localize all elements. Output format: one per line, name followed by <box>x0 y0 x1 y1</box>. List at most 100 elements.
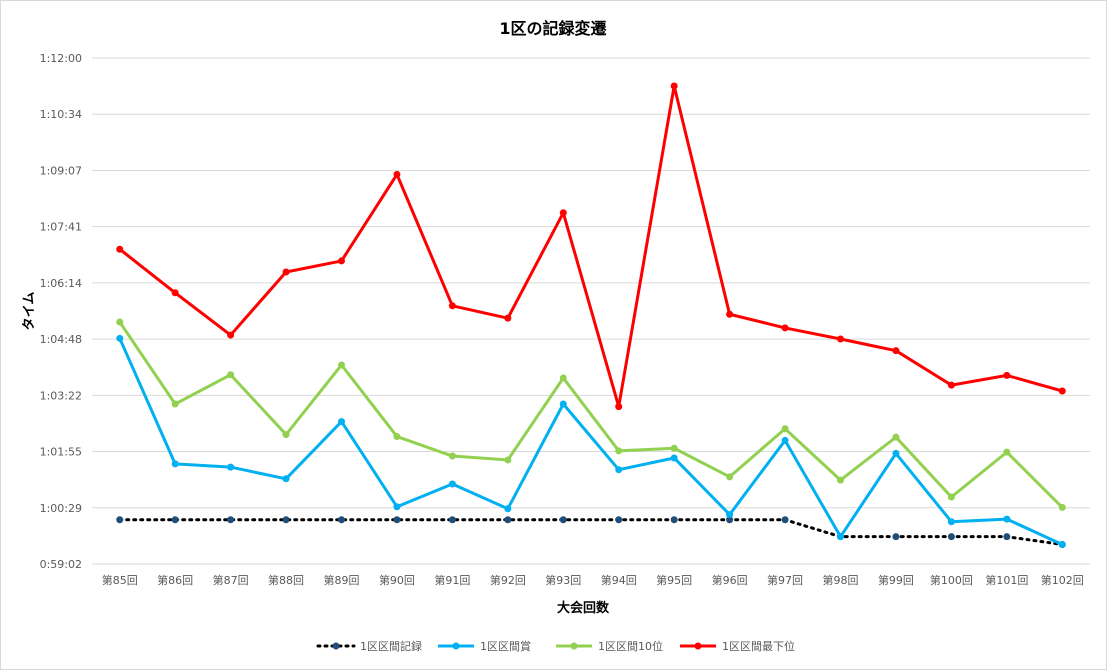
x-tick-label: 第101回 <box>985 573 1028 587</box>
data-point <box>393 516 401 524</box>
y-tick-label: 1:10:34 <box>40 108 82 121</box>
legend-marker <box>452 642 460 650</box>
y-tick-label: 1:07:41 <box>40 221 82 234</box>
x-tick-label: 第95回 <box>656 573 692 587</box>
data-point <box>227 516 235 524</box>
series-3 <box>116 318 1066 511</box>
data-point <box>892 533 900 541</box>
data-point <box>559 209 567 217</box>
data-point <box>1003 371 1011 379</box>
data-point <box>448 480 456 488</box>
y-tick-label: 1:03:22 <box>40 389 82 402</box>
data-point <box>227 331 235 339</box>
data-point <box>615 516 623 524</box>
data-point <box>726 516 734 524</box>
legend-marker <box>694 642 702 650</box>
y-tick-label: 1:00:29 <box>40 502 82 515</box>
series-1 <box>116 516 1066 548</box>
series-line <box>118 321 1064 509</box>
data-point <box>726 473 734 481</box>
data-point <box>338 361 345 369</box>
data-point <box>116 334 124 342</box>
data-point <box>1003 448 1011 456</box>
series-line <box>118 337 1063 546</box>
legend-item: 1区区間賞 <box>438 640 531 653</box>
x-tick-label: 第91回 <box>434 573 470 587</box>
data-point <box>559 374 567 382</box>
data-point <box>670 444 678 452</box>
data-point <box>393 433 401 441</box>
data-point <box>837 476 844 484</box>
data-point <box>282 475 290 483</box>
data-point <box>116 516 124 524</box>
data-point <box>615 466 623 474</box>
data-point <box>448 302 456 310</box>
data-point <box>116 245 124 253</box>
data-point <box>282 431 290 439</box>
data-point <box>1003 533 1011 541</box>
gridlines <box>92 57 1090 565</box>
x-tick-label: 第99回 <box>878 573 914 587</box>
series-lines <box>116 82 1066 548</box>
data-point <box>892 347 900 355</box>
y-tick-label: 0:59:02 <box>40 558 82 571</box>
x-tick-label: 第93回 <box>545 573 581 587</box>
x-tick-label: 第100回 <box>930 573 973 587</box>
x-tick-label: 第87回 <box>213 573 249 587</box>
data-point <box>726 511 734 519</box>
x-tick-label: 第92回 <box>490 573 526 587</box>
data-point <box>1058 540 1066 548</box>
x-tick-label: 第86回 <box>157 573 193 587</box>
x-axis-title: 大会回数 <box>557 600 610 616</box>
x-tick-label: 第97回 <box>767 573 803 587</box>
data-point <box>892 449 900 457</box>
data-point <box>393 170 401 178</box>
data-point <box>781 516 789 524</box>
x-tick-labels: 第85回 第86回 第87回 第88回 第89回 第90回 第91回 第92回 第93回 第94回… <box>102 573 1084 587</box>
series-4 <box>116 82 1066 411</box>
data-point <box>282 268 290 276</box>
data-point <box>1003 515 1011 523</box>
data-point <box>781 324 789 332</box>
data-point <box>947 533 955 541</box>
x-tick-label: 第94回 <box>601 573 637 587</box>
y-tick-label: 1:09:07 <box>40 164 82 177</box>
data-point <box>282 516 290 524</box>
x-tick-label: 第102回 <box>1041 573 1084 587</box>
data-point <box>670 82 678 90</box>
legend-label: 1区区間記録 <box>360 639 422 653</box>
legend-label: 1区区間最下位 <box>722 639 795 653</box>
data-point <box>227 371 235 379</box>
x-tick-label: 第96回 <box>712 573 748 587</box>
series-2 <box>116 334 1066 548</box>
series-line <box>118 84 1063 409</box>
data-point <box>559 400 567 408</box>
legend-marker <box>570 642 578 650</box>
data-point <box>504 516 512 524</box>
data-point <box>171 460 179 468</box>
y-tick-label: 1:12:00 <box>40 52 82 65</box>
x-tick-label: 第88回 <box>268 573 304 587</box>
data-point <box>781 425 789 433</box>
legend-item: 1区区間10位 <box>556 639 663 653</box>
data-point <box>504 314 512 322</box>
data-point <box>1058 503 1066 511</box>
y-tick-label: 1:01:55 <box>40 446 82 459</box>
x-tick-label: 第89回 <box>324 573 360 587</box>
data-point <box>116 318 124 326</box>
data-point <box>947 493 955 501</box>
data-point <box>837 533 844 541</box>
data-point <box>615 447 623 455</box>
legend: 1区区間記録 1区区間賞 1区区間10位 1区区間最下位 <box>316 639 795 653</box>
y-tick-label: 1:06:14 <box>40 277 82 290</box>
y-tick-labels: 0:59:02 1:00:29 1:01:55 1:03:22 1:04:48 1:06:… <box>40 52 82 571</box>
legend-item: 1区区間記録 <box>316 639 422 653</box>
data-point <box>837 335 844 343</box>
legend-item: 1区区間最下位 <box>680 639 795 653</box>
data-point <box>615 403 623 411</box>
data-point <box>448 452 456 460</box>
chart-title: 1区の記録変遷 <box>499 19 606 38</box>
data-point <box>504 505 512 513</box>
